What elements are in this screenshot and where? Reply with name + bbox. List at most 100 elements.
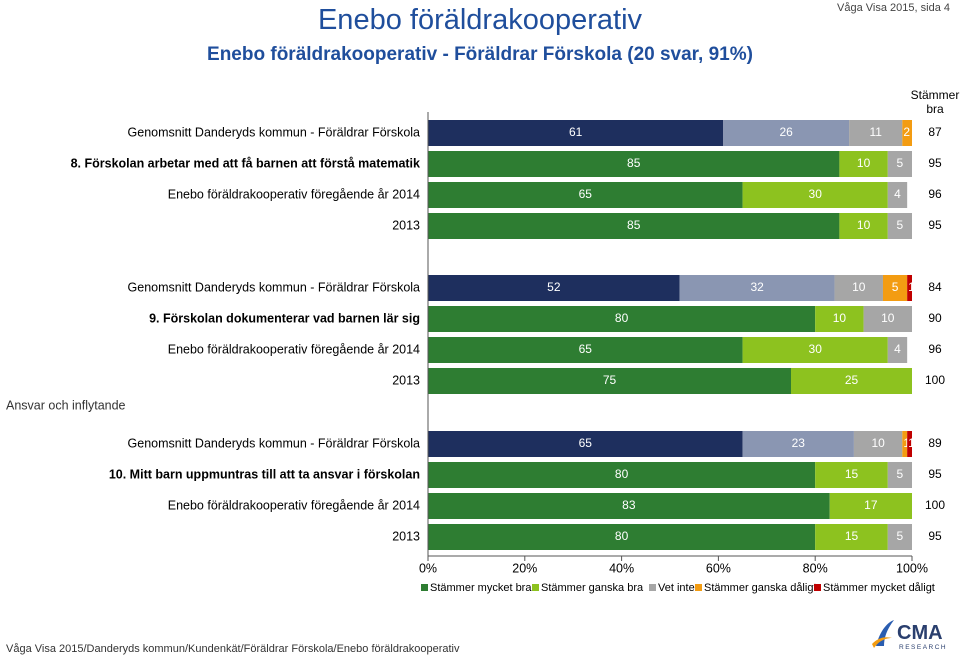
data-label: 1 xyxy=(908,436,915,450)
data-label: 0 xyxy=(913,218,920,232)
row-label: Enebo föräldrakooperativ föregående år 2… xyxy=(168,187,420,201)
bar-segment xyxy=(428,524,816,550)
legend-label: Stämmer mycket dåligt xyxy=(823,582,935,594)
data-label: 30 xyxy=(809,187,823,201)
data-label: 75 xyxy=(603,373,617,387)
data-label: 85 xyxy=(627,156,641,170)
legend-label: Vet inte xyxy=(658,582,695,594)
bar-segment xyxy=(887,337,908,363)
bar-segment xyxy=(887,151,912,177)
legend-swatch xyxy=(532,584,539,591)
bar-segment xyxy=(428,151,840,177)
row-label: Genomsnitt Danderyds kommun - Föräldrar … xyxy=(128,436,421,450)
row-label: 2013 xyxy=(392,218,420,232)
logo-text: CMA xyxy=(897,622,943,644)
data-label: 11 xyxy=(869,125,882,139)
legend-swatch xyxy=(695,584,702,591)
total-value: 95 xyxy=(928,467,942,481)
row-label: Enebo föräldrakooperativ föregående år 2… xyxy=(168,342,420,356)
data-label: 0 xyxy=(913,529,920,543)
bar-segment xyxy=(839,213,888,239)
data-label: 32 xyxy=(750,280,764,294)
bar-segment xyxy=(887,524,912,550)
cma-research-logo: CMA RESEARCH xyxy=(872,620,946,651)
x-tick-label: 100% xyxy=(896,561,928,575)
bar-segment xyxy=(428,337,743,363)
data-label: 25 xyxy=(845,373,859,387)
data-label: 10 xyxy=(881,311,895,325)
total-value: 96 xyxy=(928,187,942,201)
bar-segment xyxy=(839,151,888,177)
data-label: 10 xyxy=(857,156,871,170)
bar-segment xyxy=(849,120,903,146)
x-tick-label: 80% xyxy=(803,561,828,575)
bar-segment xyxy=(428,462,816,488)
data-label: 30 xyxy=(809,342,823,356)
bar-segment xyxy=(853,431,903,457)
data-label: 17 xyxy=(864,498,878,512)
bar-segment xyxy=(887,213,912,239)
bar-segment xyxy=(887,182,908,208)
bar-segment xyxy=(815,524,888,550)
bar-segment xyxy=(907,275,912,301)
x-tick-label: 60% xyxy=(706,561,731,575)
data-label: 0 xyxy=(913,498,920,512)
data-label: 10 xyxy=(833,311,847,325)
total-value: 95 xyxy=(928,529,942,543)
page-reference: Våga Visa 2015, sida 4 xyxy=(837,2,950,14)
data-label: 15 xyxy=(845,467,859,481)
logo-swoosh-orange xyxy=(872,637,892,648)
data-label: 0 xyxy=(908,187,915,201)
data-label: 5 xyxy=(897,218,904,232)
data-label: 5 xyxy=(897,529,904,543)
bar-segment xyxy=(882,275,908,301)
bar-segment xyxy=(815,306,864,332)
total-value: 95 xyxy=(928,218,942,232)
bar-segment xyxy=(428,213,840,239)
total-value: 100 xyxy=(925,498,945,512)
data-label: 2 xyxy=(903,125,910,139)
data-label: 10 xyxy=(871,436,885,450)
legend-label: Stämmer ganska dåligt xyxy=(704,582,817,594)
total-value: 87 xyxy=(928,125,942,139)
bar-segment xyxy=(428,275,680,301)
bar-segment xyxy=(428,306,816,332)
data-label: 4 xyxy=(894,187,901,201)
data-label: 0 xyxy=(908,342,915,356)
bar-segment xyxy=(902,431,908,457)
row-label: 2013 xyxy=(392,373,420,387)
x-tick-label: 20% xyxy=(512,561,537,575)
row-label: 8. Förskolan arbetar med att få barnen a… xyxy=(71,156,420,170)
data-label: 0 xyxy=(913,373,920,387)
bar-segment xyxy=(742,182,888,208)
legend-swatch xyxy=(814,584,821,591)
total-value: 95 xyxy=(928,156,942,170)
bar-segment xyxy=(834,275,883,301)
row-label: 2013 xyxy=(392,529,420,543)
x-tick-label: 40% xyxy=(609,561,634,575)
page-subtitle: Enebo föräldrakooperativ - Föräldrar För… xyxy=(207,44,753,65)
data-label: 10 xyxy=(852,280,866,294)
section-label: Ansvar och inflytande xyxy=(6,398,126,412)
bar-segment xyxy=(428,120,724,146)
bar-segment xyxy=(428,182,743,208)
data-label: 23 xyxy=(792,436,806,450)
data-label: 0 xyxy=(913,156,920,170)
data-label: 0 xyxy=(913,125,920,139)
data-label: 4 xyxy=(894,342,901,356)
total-value: 96 xyxy=(928,342,942,356)
row-label: 9. Förskolan dokumenterar vad barnen lär… xyxy=(149,311,420,325)
data-label: 85 xyxy=(627,218,641,232)
bar-segment xyxy=(679,275,835,301)
page-title: Enebo föräldrakooperativ xyxy=(317,4,643,36)
data-label: 10 xyxy=(857,218,871,232)
bar-segment xyxy=(428,493,830,519)
data-label: 26 xyxy=(779,125,793,139)
bar-segment xyxy=(887,462,912,488)
bar-segment xyxy=(863,306,912,332)
total-value: 89 xyxy=(928,436,942,450)
row-label: Genomsnitt Danderyds kommun - Föräldrar … xyxy=(128,125,421,139)
data-label: 83 xyxy=(622,498,636,512)
bar-segment xyxy=(723,120,850,146)
